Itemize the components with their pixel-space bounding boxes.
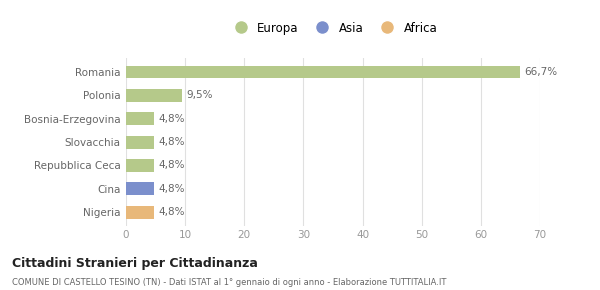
Legend: Europa, Asia, Africa: Europa, Asia, Africa xyxy=(224,17,442,39)
Text: 66,7%: 66,7% xyxy=(524,67,558,77)
Text: 9,5%: 9,5% xyxy=(187,90,213,100)
Bar xyxy=(126,112,154,125)
Bar xyxy=(126,159,154,172)
Bar xyxy=(126,89,182,102)
Text: 4,8%: 4,8% xyxy=(158,160,185,171)
Text: 4,8%: 4,8% xyxy=(158,207,185,217)
Bar xyxy=(126,66,520,79)
Text: 4,8%: 4,8% xyxy=(158,137,185,147)
Bar xyxy=(126,206,154,219)
Text: Cittadini Stranieri per Cittadinanza: Cittadini Stranieri per Cittadinanza xyxy=(12,257,258,270)
Text: 4,8%: 4,8% xyxy=(158,184,185,194)
Text: 4,8%: 4,8% xyxy=(158,114,185,124)
Text: COMUNE DI CASTELLO TESINO (TN) - Dati ISTAT al 1° gennaio di ogni anno - Elabora: COMUNE DI CASTELLO TESINO (TN) - Dati IS… xyxy=(12,278,446,287)
Bar xyxy=(126,136,154,148)
Bar xyxy=(126,182,154,195)
